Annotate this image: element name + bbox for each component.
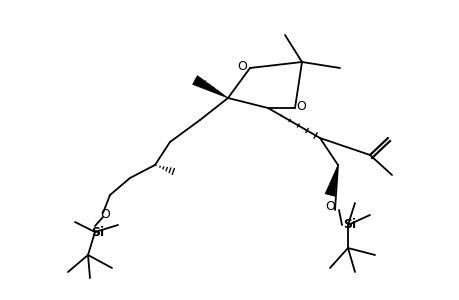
Text: O: O	[236, 59, 246, 73]
Text: Si: Si	[343, 218, 356, 232]
Text: O: O	[100, 208, 110, 221]
Polygon shape	[325, 165, 337, 196]
Text: O: O	[296, 100, 305, 112]
Text: O: O	[325, 200, 334, 214]
Polygon shape	[192, 76, 228, 98]
Text: Si: Si	[91, 226, 104, 238]
